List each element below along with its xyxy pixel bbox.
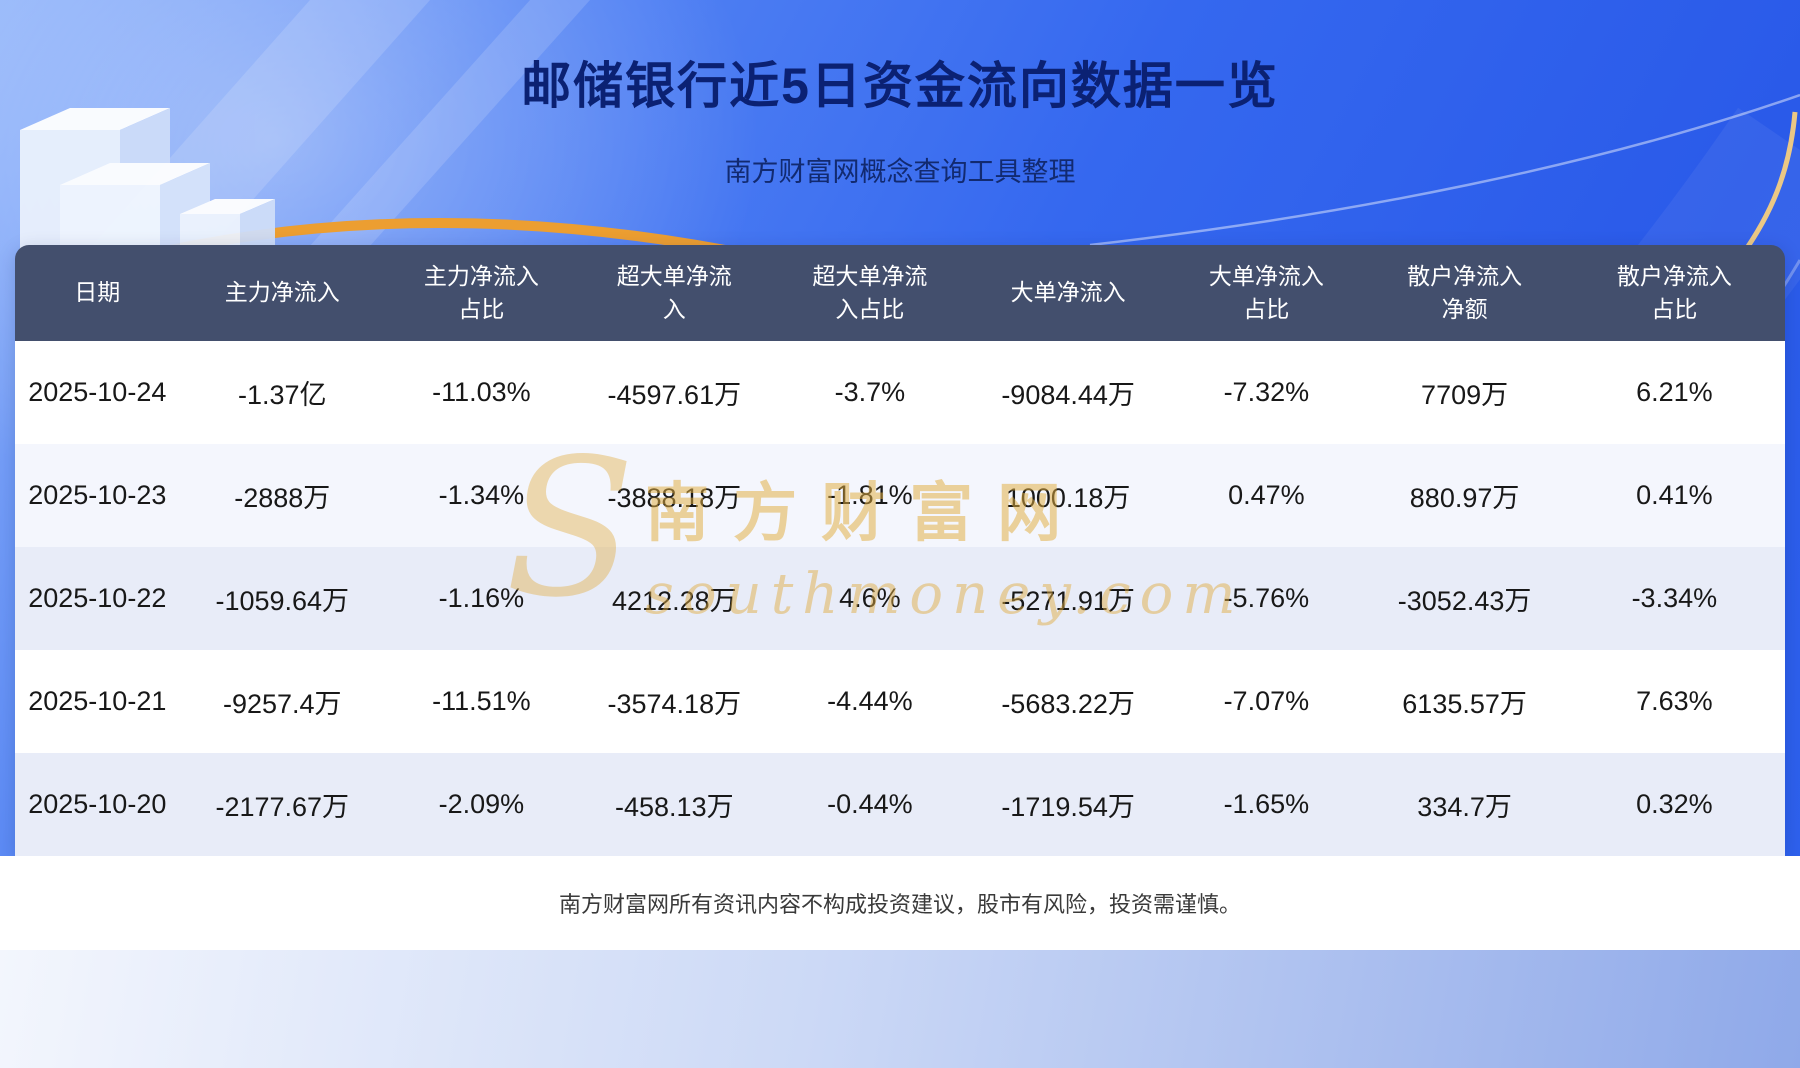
table-cell: 880.97万 xyxy=(1409,483,1520,513)
light-curve-top-right xyxy=(1089,93,1800,247)
table-cell: 0.32% xyxy=(1636,789,1713,819)
table-row: 2025-10-23 -2888万 -1.34% -3888.18万 -1.81% 100… xyxy=(15,444,1785,547)
table-cell: -5.76% xyxy=(1223,583,1310,613)
table-cell: 2025-10-21 xyxy=(28,686,167,716)
table-cell: 7.63% xyxy=(1636,686,1713,716)
table-cell: -5271.91万 xyxy=(1001,586,1135,616)
table-cell: -1.16% xyxy=(438,583,525,613)
table-cell: -1.65% xyxy=(1223,789,1310,819)
table-cell: 334.7万 xyxy=(1417,792,1512,822)
column-header-xl-order-net-inflow-ratio: 超大单净流入占比 xyxy=(770,245,969,341)
table-cell: -3.7% xyxy=(834,377,906,407)
table-cell: -11.51% xyxy=(432,686,531,716)
table-cell: -1.34% xyxy=(438,480,525,510)
table-cell: 6.21% xyxy=(1636,377,1713,407)
column-header-retail-net-inflow-ratio: 散户净流入占比 xyxy=(1563,245,1785,341)
table-cell: -9084.44万 xyxy=(1001,380,1135,410)
fund-flow-table: 日期 主力净流入 主力净流入占比 超大单净流入 超大单净流入占比 大单净流入 大… xyxy=(15,245,1785,856)
table-cell: 2025-10-20 xyxy=(28,789,167,819)
table-cell: -5683.22万 xyxy=(1001,689,1135,719)
table-cell: 4212.28万 xyxy=(612,586,737,616)
table-cell: 2025-10-23 xyxy=(28,480,167,510)
column-header-main-net-inflow: 主力净流入 xyxy=(179,245,385,341)
table-cell: -1719.54万 xyxy=(1001,792,1135,822)
table-cell: -3052.43万 xyxy=(1397,586,1532,616)
table-cell: 7709万 xyxy=(1421,380,1509,410)
table-row: 2025-10-22 -1059.64万 -1.16% 4212.28万 4.6% -52… xyxy=(15,547,1785,650)
table-cell: 4.6% xyxy=(839,583,901,613)
table-cell: 1000.18万 xyxy=(1005,483,1131,513)
table-cell: 0.47% xyxy=(1228,480,1305,510)
table-cell: -9257.4万 xyxy=(222,689,342,719)
table-body: 2025-10-24 -1.37亿 -11.03% -4597.61万 -3.7% -90… xyxy=(15,341,1785,856)
bottom-strip xyxy=(0,950,1800,1068)
column-header-large-order-net-inflow: 大单净流入 xyxy=(969,245,1168,341)
page-subtitle: 南方财富网概念查询工具整理 xyxy=(724,157,1076,187)
column-header-large-order-net-inflow-ratio: 大单净流入占比 xyxy=(1167,245,1366,341)
table-row: 2025-10-24 -1.37亿 -11.03% -4597.61万 -3.7% -90… xyxy=(15,341,1785,444)
table-cell: -0.44% xyxy=(827,789,913,819)
table-row: 2025-10-21 -9257.4万 -11.51% -3574.18万 -4.44%… xyxy=(15,650,1785,753)
table-cell: -1.37亿 xyxy=(237,380,327,410)
table-cell: -3.34% xyxy=(1631,583,1718,613)
page-title: 邮储银行近5日资金流向数据一览 xyxy=(521,58,1279,114)
table-cell: -2888万 xyxy=(234,483,331,513)
table-cell: -4597.61万 xyxy=(607,380,742,410)
table-cell: 0.41% xyxy=(1636,480,1713,510)
disclaimer-text: 南方财富网所有资讯内容不构成投资建议，股市有风险，投资需谨慎。 xyxy=(558,892,1241,917)
table-cell: -11.03% xyxy=(432,377,531,407)
table-cell: -458.13万 xyxy=(615,792,734,822)
table-cell: -7.07% xyxy=(1223,686,1310,716)
table-cell: -7.32% xyxy=(1223,377,1310,407)
disclaimer-footer: 南方财富网所有资讯内容不构成投资建议，股市有风险，投资需谨慎。 xyxy=(0,856,1800,950)
table-cell: -2.09% xyxy=(438,789,525,819)
table-header-row: 日期 主力净流入 主力净流入占比 超大单净流入 超大单净流入占比 大单净流入 大… xyxy=(15,245,1785,341)
column-header-xl-order-net-inflow: 超大单净流入 xyxy=(577,245,771,341)
table-row: 2025-10-20 -2177.67万 -2.09% -458.13万 -0.44% -… xyxy=(15,753,1785,856)
table-cell: -3574.18万 xyxy=(607,689,742,719)
table-cell: 2025-10-22 xyxy=(28,583,167,613)
table-cell: -1.81% xyxy=(827,480,913,510)
column-header-date: 日期 xyxy=(15,245,180,341)
fund-flow-table-container: 日期 主力净流入 主力净流入占比 超大单净流入 超大单净流入占比 大单净流入 大… xyxy=(15,245,1785,856)
table-cell: -3888.18万 xyxy=(607,483,742,513)
table-cell: 2025-10-24 xyxy=(28,377,167,407)
column-header-main-net-inflow-ratio: 主力净流入占比 xyxy=(384,245,578,341)
table-cell: -1059.64万 xyxy=(215,586,350,616)
table-cell: 6135.57万 xyxy=(1402,689,1527,719)
table-cell: -4.44% xyxy=(827,686,913,716)
table-cell: -2177.67万 xyxy=(215,792,350,822)
column-header-retail-net-inflow: 散户净流入净额 xyxy=(1365,245,1564,341)
